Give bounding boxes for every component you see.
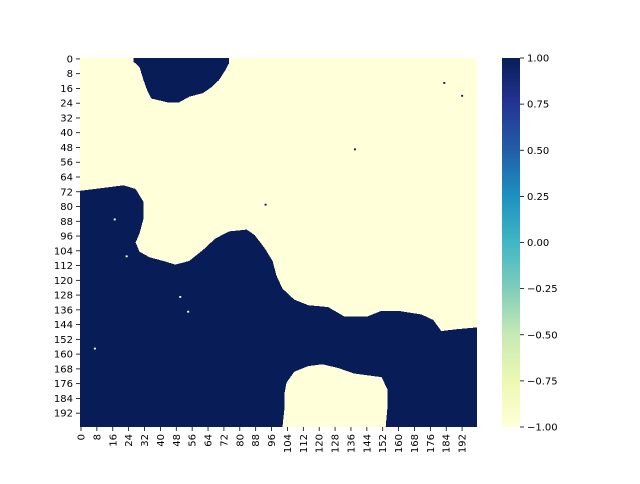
y-tick-label: 120 [54, 276, 73, 287]
y-tick-label: 136 [54, 305, 73, 316]
x-tick-label: 88 [251, 434, 262, 447]
y-tick-label: 88 [60, 217, 73, 228]
colorbar-tick-label: −0.50 [527, 330, 558, 341]
y-tick-label: 184 [54, 394, 73, 405]
heatmap-cell-high [429, 386, 432, 389]
colorbar-tick-label: 0.75 [527, 100, 549, 111]
y-tick-label: 56 [60, 158, 73, 169]
heatmap-cell-high [264, 203, 267, 206]
y-tick-label: 0 [67, 54, 73, 65]
colorbar-tick-label: −0.25 [527, 284, 558, 295]
heatmap-cell-low [113, 218, 116, 221]
x-tick-label: 8 [92, 434, 103, 440]
x-tick-label: 176 [426, 434, 437, 453]
colorbar-tick-label: 0.25 [527, 192, 549, 203]
y-tick-label: 80 [60, 202, 73, 213]
x-tick-label: 160 [394, 434, 405, 453]
y-tick-label: 48 [60, 143, 73, 154]
heatmap-cell-high [340, 345, 343, 348]
colorbar-tick-label: 1.00 [527, 54, 549, 65]
y-tick-label: 176 [54, 379, 73, 390]
y-tick-label: 128 [54, 291, 73, 302]
y-tick-label: 16 [60, 84, 73, 95]
y-tick-label: 8 [67, 69, 73, 80]
heatmap-cell-high [353, 148, 356, 151]
y-axis: 0 8 16 24 32 40 48 56 64 72 80 88 96 104 112 120 128 136 1… [54, 54, 80, 420]
x-tick-label: 184 [442, 434, 453, 453]
heatmap-cells [80, 58, 477, 427]
x-tick-label: 0 [76, 434, 87, 440]
x-tick-label: 32 [140, 434, 151, 447]
x-tick-label: 96 [267, 434, 278, 447]
heatmap-cell-low [155, 231, 158, 234]
colorbar-tick-label: 0.50 [527, 146, 549, 157]
y-tick-label: 112 [54, 261, 73, 272]
colorbar-gradient [502, 58, 520, 427]
x-tick-label: 16 [108, 434, 119, 447]
colorbar-tick-label: −0.75 [527, 376, 558, 387]
heatmap-region-lower-mass [80, 185, 477, 427]
y-tick-label: 168 [54, 364, 73, 375]
heatmap-region-top-blob [133, 58, 229, 103]
x-tick-label: 144 [362, 434, 373, 453]
colorbar-tick-label: 0.00 [527, 238, 549, 249]
y-tick-label: 40 [60, 128, 73, 139]
y-tick-label: 24 [60, 99, 73, 110]
x-tick-label: 112 [299, 434, 310, 453]
x-tick-label: 40 [156, 434, 167, 447]
x-tick-label: 24 [124, 434, 135, 447]
heatmap-cell-low [125, 255, 128, 258]
x-tick-label: 152 [378, 434, 389, 453]
x-tick-label: 72 [219, 434, 230, 447]
y-tick-label: 64 [60, 173, 73, 184]
heatmap-cell-high [443, 81, 446, 84]
x-tick-label: 120 [315, 434, 326, 453]
heatmap-cell-low [187, 310, 190, 313]
y-tick-label: 32 [60, 113, 73, 124]
y-tick-label: 144 [54, 320, 73, 331]
x-tick-label: 128 [331, 434, 342, 453]
x-tick-label: 56 [188, 434, 199, 447]
heatmap-cell-low [179, 296, 182, 298]
heatmap-cell-high [461, 94, 464, 97]
y-tick-label: 160 [54, 350, 73, 361]
x-tick-label: 168 [410, 434, 421, 453]
colorbar: 1.00 0.75 0.50 0.25 0.00 −0.25 −0.50 −0.75 −1.00 [502, 54, 558, 434]
y-tick-label: 96 [60, 232, 73, 243]
x-tick-label: 80 [235, 434, 246, 447]
y-tick-label: 152 [54, 335, 73, 346]
x-axis: 0 8 16 24 32 40 48 56 64 72 80 88 96 104 112 120 128 136 1… [76, 427, 469, 453]
y-tick-label: 192 [54, 409, 73, 420]
x-tick-label: 104 [283, 434, 294, 453]
y-tick-label: 104 [54, 246, 73, 257]
x-tick-label: 192 [458, 434, 469, 453]
y-tick-label: 72 [60, 187, 73, 198]
colorbar-tick-label: −1.00 [527, 423, 558, 434]
heatmap-cell-low [93, 347, 96, 350]
x-tick-label: 48 [172, 434, 183, 447]
x-tick-label: 64 [204, 434, 215, 447]
x-tick-label: 136 [346, 434, 357, 453]
